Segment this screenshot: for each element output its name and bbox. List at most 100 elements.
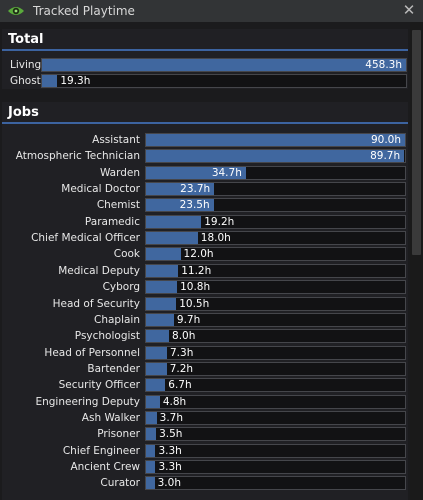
row-label: Head of Security bbox=[52, 297, 140, 310]
playtime-bar-fill bbox=[146, 411, 157, 424]
row-label: Security Officer bbox=[58, 379, 140, 392]
row-label: Ancient Crew bbox=[70, 461, 140, 473]
playtime-bar: 6.7h bbox=[145, 378, 406, 393]
playtime-bar-fill bbox=[146, 362, 167, 375]
jobs-row: Medical Deputy 11.2h bbox=[2, 263, 408, 279]
playtime-bar-fill bbox=[42, 75, 58, 87]
playtime-value: 19.3h bbox=[60, 75, 91, 87]
playtime-value: 4.8h bbox=[162, 395, 187, 408]
total-row: Ghost 19.3h bbox=[2, 74, 408, 89]
jobs-row: Atmospheric Technician 89.7h bbox=[2, 149, 408, 164]
playtime-bar-fill bbox=[146, 330, 170, 343]
playtime-bar: 11.2h bbox=[145, 263, 406, 278]
title-bar: Tracked Playtime ✕ bbox=[0, 0, 423, 22]
playtime-bar-fill bbox=[146, 346, 167, 359]
row-label: Head of Personnel bbox=[44, 346, 140, 359]
playtime-content: Total Living 458.3h Ghost 19.3h Jobs Assist… bbox=[0, 22, 410, 500]
eye-icon bbox=[8, 7, 24, 15]
jobs-row: Paramedic 19.2h bbox=[2, 214, 408, 230]
playtime-value: 8.0h bbox=[172, 330, 196, 343]
row-label: Ash Walker bbox=[81, 411, 140, 424]
playtime-value: 6.7h bbox=[168, 379, 192, 392]
jobs-row: Security Officer 6.7h bbox=[2, 378, 408, 393]
playtime-bar-fill bbox=[146, 248, 181, 261]
jobs-row: Ash Walker 3.7h bbox=[2, 410, 408, 426]
playtime-bar-fill bbox=[146, 183, 215, 196]
window-title: Tracked Playtime bbox=[33, 4, 135, 18]
row-label: Chaplain bbox=[93, 313, 140, 326]
playtime-bar: 4.8h bbox=[145, 394, 406, 409]
playtime-bar-fill bbox=[146, 232, 198, 245]
playtime-bar: 19.2h bbox=[145, 214, 406, 229]
playtime-bar-fill bbox=[146, 461, 156, 473]
close-button[interactable]: ✕ bbox=[402, 1, 416, 19]
row-label: Bartender bbox=[87, 362, 140, 375]
playtime-value: 7.2h bbox=[169, 362, 194, 375]
row-label: Engineering Deputy bbox=[35, 395, 140, 408]
row-label: Medical Doctor bbox=[61, 183, 140, 196]
playtime-value: 7.3h bbox=[170, 346, 194, 359]
playtime-value: 12.0h bbox=[183, 248, 214, 261]
row-label: Chemist bbox=[96, 199, 140, 212]
row-label: Warden bbox=[99, 166, 140, 179]
playtime-value: 3.3h bbox=[158, 461, 182, 473]
playtime-bar-fill bbox=[146, 281, 178, 294]
playtime-value: 18.0h bbox=[200, 232, 231, 245]
playtime-bar: 7.2h bbox=[145, 361, 406, 376]
playtime-bar: 10.8h bbox=[145, 280, 406, 295]
playtime-bar: 3.5h bbox=[145, 427, 406, 442]
playtime-value: 3.3h bbox=[158, 444, 182, 457]
playtime-bar: 9.7h bbox=[145, 312, 406, 327]
total-section: Total Living 458.3h Ghost 19.3h bbox=[2, 29, 408, 89]
jobs-row: Psychologist 8.0h bbox=[2, 329, 408, 344]
playtime-bar: 18.0h bbox=[145, 231, 406, 246]
playtime-bar: 89.7h bbox=[145, 149, 406, 164]
playtime-value: 3.5h bbox=[159, 428, 183, 441]
playtime-value: 23.7h bbox=[180, 183, 211, 196]
jobs-row: Curator 3.0h bbox=[2, 476, 408, 491]
playtime-bar-fill bbox=[146, 428, 157, 441]
playtime-bar-fill bbox=[146, 264, 179, 277]
playtime-value: 10.8h bbox=[180, 281, 211, 294]
playtime-bar: 90.0h bbox=[145, 133, 406, 147]
playtime-bar-fill bbox=[146, 313, 174, 326]
playtime-value: 3.7h bbox=[159, 411, 183, 424]
playtime-bar: 3.0h bbox=[145, 476, 406, 491]
playtime-bar-fill bbox=[146, 199, 214, 212]
playtime-bar: 12.0h bbox=[145, 247, 406, 262]
jobs-row: Assistant 90.0h bbox=[2, 133, 408, 148]
row-label: Atmospheric Technician bbox=[15, 150, 140, 163]
playtime-bar-fill bbox=[146, 297, 177, 310]
playtime-bar-fill bbox=[146, 395, 160, 408]
row-label: Medical Deputy bbox=[58, 264, 140, 277]
jobs-row: Engineering Deputy 4.8h bbox=[2, 394, 408, 410]
jobs-row: Cyborg 10.8h bbox=[2, 280, 408, 295]
playtime-bar: 34.7h bbox=[145, 165, 406, 180]
jobs-row: Chief Engineer 3.3h bbox=[2, 443, 408, 459]
row-label: Ghost bbox=[10, 75, 41, 87]
playtime-bar-fill bbox=[146, 150, 405, 163]
jobs-row: Prisoner 3.5h bbox=[2, 427, 408, 442]
jobs-section: Jobs Assistant 90.0h Atmospheric Technicia… bbox=[2, 102, 408, 500]
playtime-value: 9.7h bbox=[176, 313, 201, 326]
playtime-value: 90.0h bbox=[370, 134, 401, 146]
jobs-row: Bartender 7.2h bbox=[2, 361, 408, 377]
playtime-bar-fill bbox=[146, 477, 155, 490]
total-header: Total bbox=[2, 29, 408, 51]
total-row: Living 458.3h bbox=[2, 58, 408, 73]
playtime-bar-fill bbox=[146, 444, 156, 457]
playtime-bar: 458.3h bbox=[41, 58, 407, 72]
jobs-row: Head of Security 10.5h bbox=[2, 296, 408, 312]
playtime-bar: 23.5h bbox=[145, 198, 406, 213]
playtime-bar: 8.0h bbox=[145, 329, 406, 344]
scrollbar-thumb[interactable] bbox=[412, 30, 421, 255]
row-label: Chief Engineer bbox=[62, 444, 140, 457]
jobs-row: Cook 12.0h bbox=[2, 247, 408, 262]
jobs-row: Ancient Crew 3.3h bbox=[2, 460, 408, 475]
row-label: Cook bbox=[113, 248, 140, 261]
playtime-value: 89.7h bbox=[370, 150, 401, 163]
playtime-value: 3.0h bbox=[157, 477, 181, 490]
row-label: Chief Medical Officer bbox=[31, 232, 140, 245]
scrollbar[interactable] bbox=[410, 22, 423, 500]
playtime-bar: 23.7h bbox=[145, 182, 406, 197]
